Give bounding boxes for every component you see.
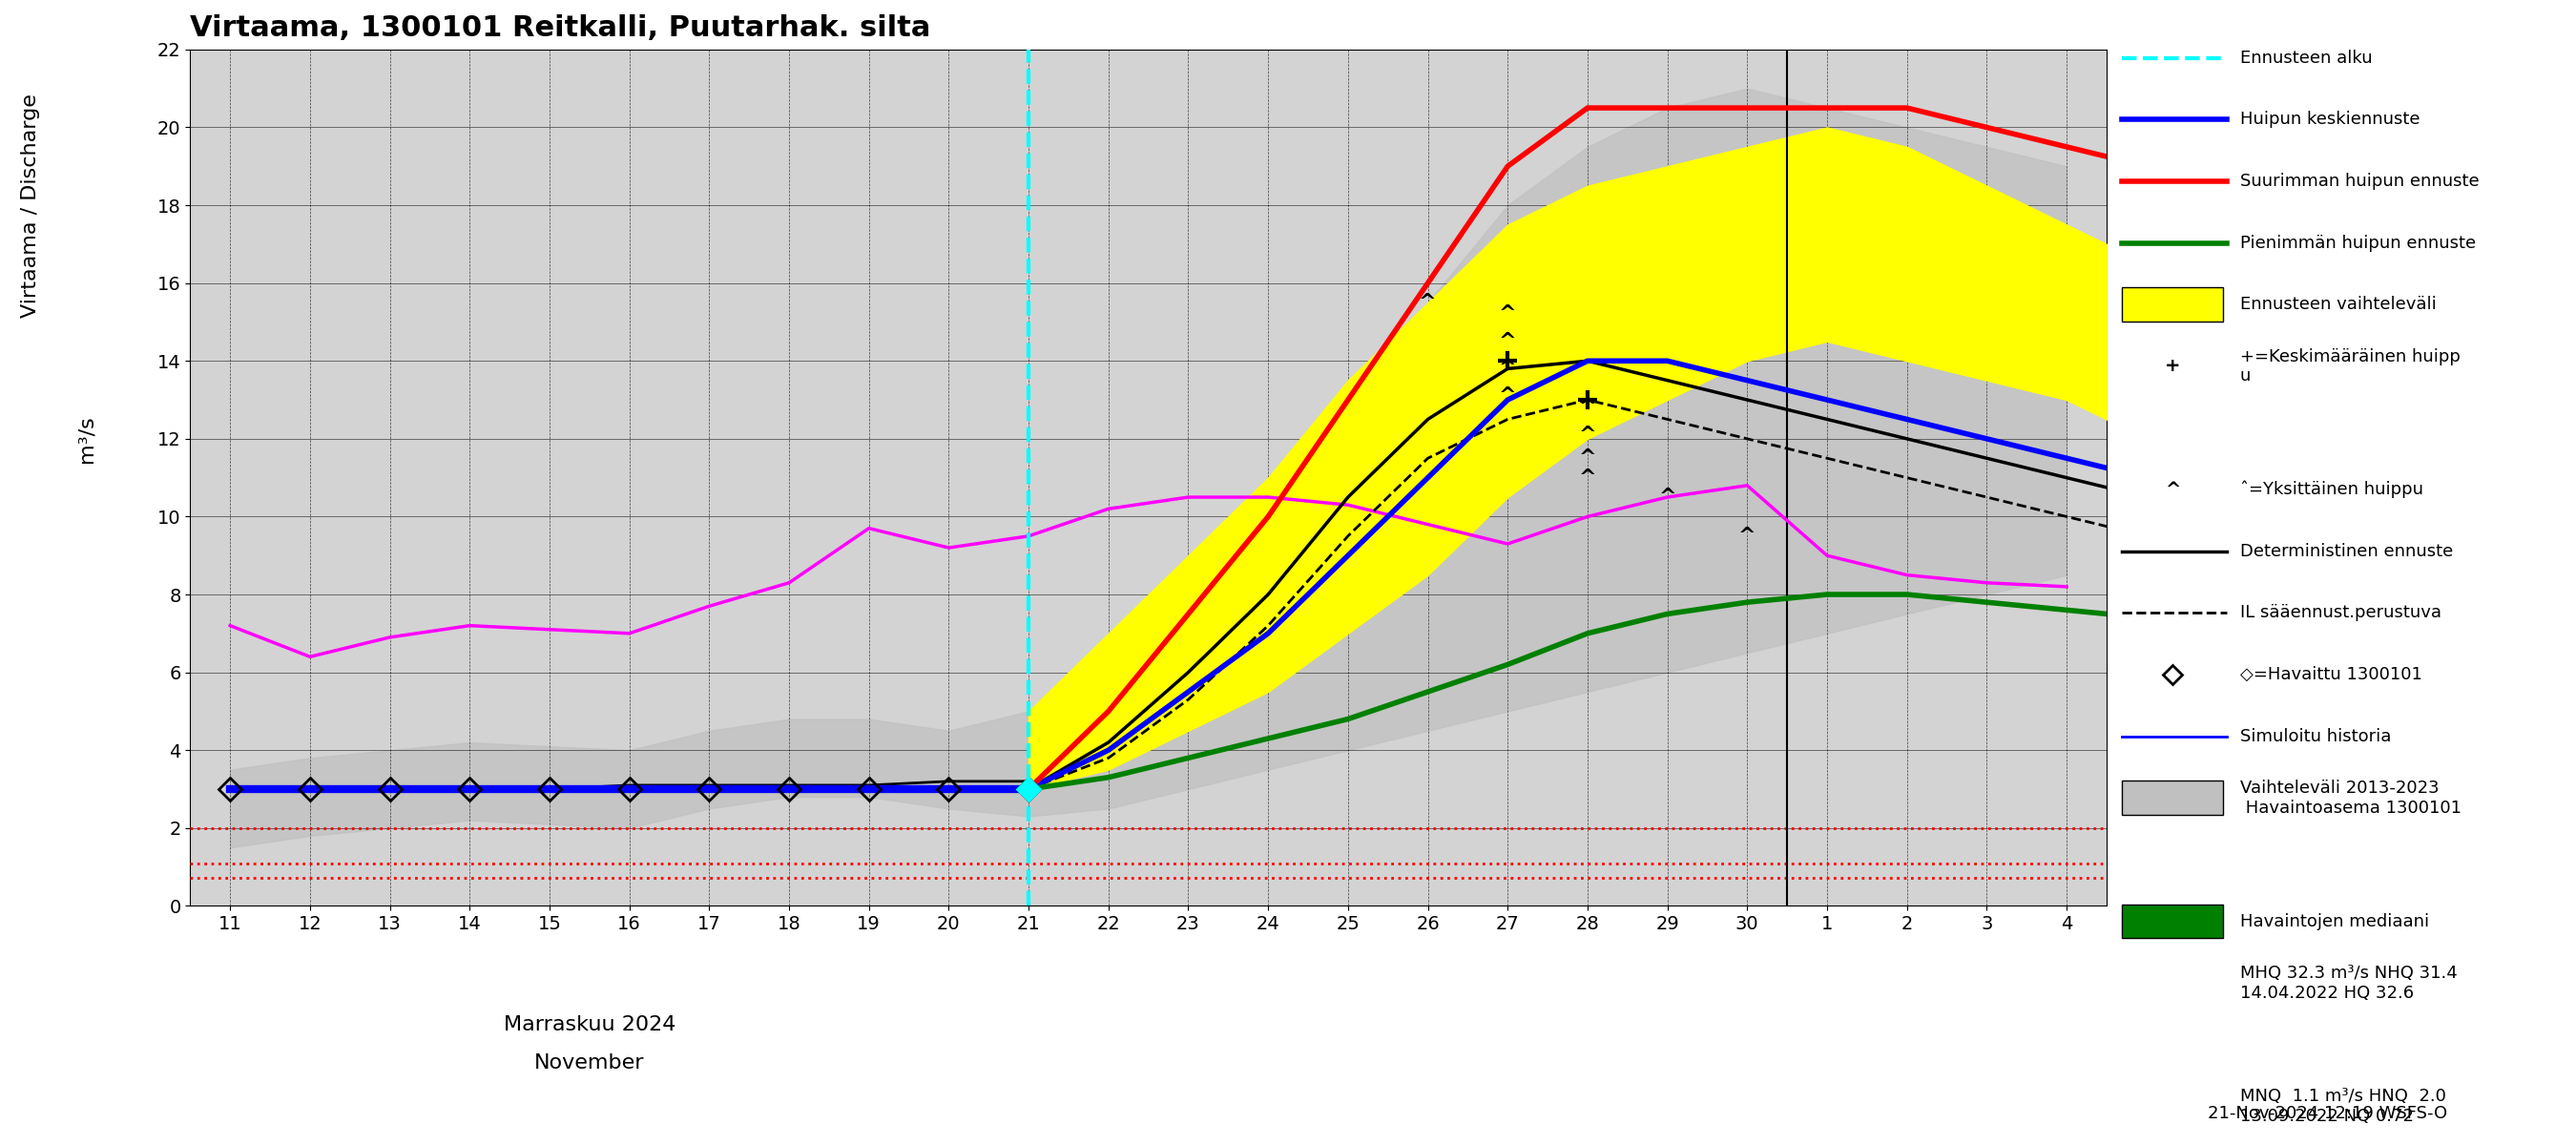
Text: 21-Nov-2024 12:19 WSFS-O: 21-Nov-2024 12:19 WSFS-O: [2208, 1105, 2447, 1122]
Text: Marraskuu 2024: Marraskuu 2024: [502, 1014, 675, 1034]
Text: ^: ^: [1499, 360, 1517, 378]
Text: ^: ^: [1499, 386, 1517, 405]
Text: ^: ^: [1579, 468, 1597, 488]
Text: ^: ^: [1499, 332, 1517, 352]
Text: ^: ^: [1739, 527, 1757, 546]
Text: Virtaama / Discharge: Virtaama / Discharge: [21, 93, 41, 317]
Text: ^: ^: [1499, 305, 1517, 324]
Text: November: November: [533, 1053, 644, 1073]
Text: ^: ^: [1659, 488, 1677, 507]
Text: ^: ^: [1579, 398, 1597, 417]
Text: m³/s: m³/s: [77, 414, 95, 463]
Text: ^: ^: [1579, 449, 1597, 468]
Text: ^: ^: [1579, 425, 1597, 444]
Text: Virtaama, 1300101 Reitkalli, Puutarhak. silta: Virtaama, 1300101 Reitkalli, Puutarhak. …: [191, 14, 930, 42]
Text: ^: ^: [1419, 293, 1437, 313]
